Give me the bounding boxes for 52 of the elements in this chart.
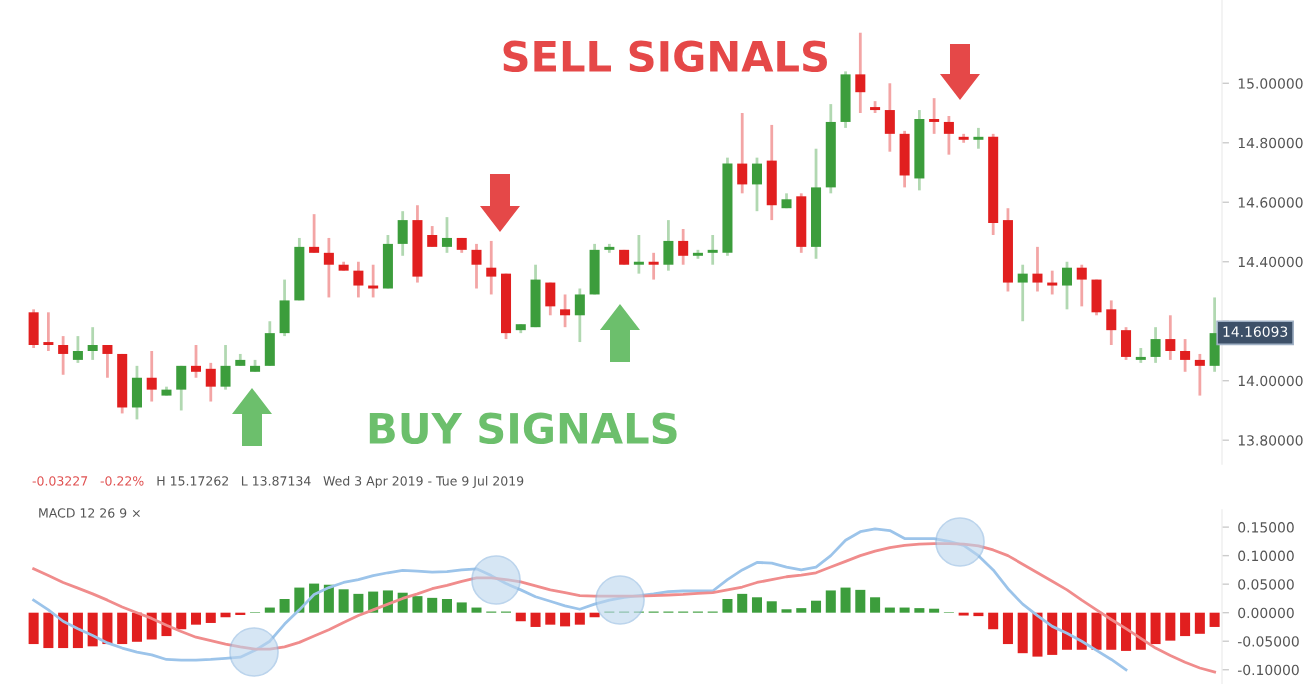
bar [1061,612,1073,650]
bar [102,612,113,645]
bar [441,599,452,613]
bar [574,612,585,625]
bar [456,602,467,613]
bar [176,612,187,630]
bar [58,612,69,649]
bar [28,612,39,645]
bar [722,599,733,613]
bar [1002,612,1013,645]
bar [766,601,777,613]
bar [338,589,349,613]
bar [1076,612,1087,650]
bar [353,593,364,613]
bar [412,596,423,613]
bar [72,612,83,649]
bar [190,612,202,625]
annotation: SELL SIGNALS [503,40,827,73]
bar [560,612,571,627]
bar [43,612,54,649]
bar [1150,612,1161,645]
bar [1121,612,1132,651]
bar [1047,612,1058,655]
bar [1165,612,1176,641]
bar [1091,612,1102,650]
bar [530,612,541,627]
bar [1032,612,1043,657]
bar [545,612,556,625]
bar [840,587,851,613]
bar [427,597,438,613]
bar [825,590,836,613]
bar [855,589,866,613]
annotation: BUY SIGNALS [369,412,677,445]
bar [515,612,526,622]
bar [205,612,216,623]
bar [811,600,822,613]
bar [117,612,128,645]
bar [884,607,895,613]
bar [131,612,142,642]
bar [1017,612,1028,654]
bar [737,593,748,613]
bar [1135,612,1146,650]
bar [870,597,881,613]
bar [471,607,482,613]
bar [751,597,762,613]
bar [988,612,999,630]
bar [1209,612,1220,627]
bar [279,599,290,613]
bar [1194,612,1205,634]
bar [899,607,910,613]
bar [1180,612,1191,637]
bar [264,607,275,613]
